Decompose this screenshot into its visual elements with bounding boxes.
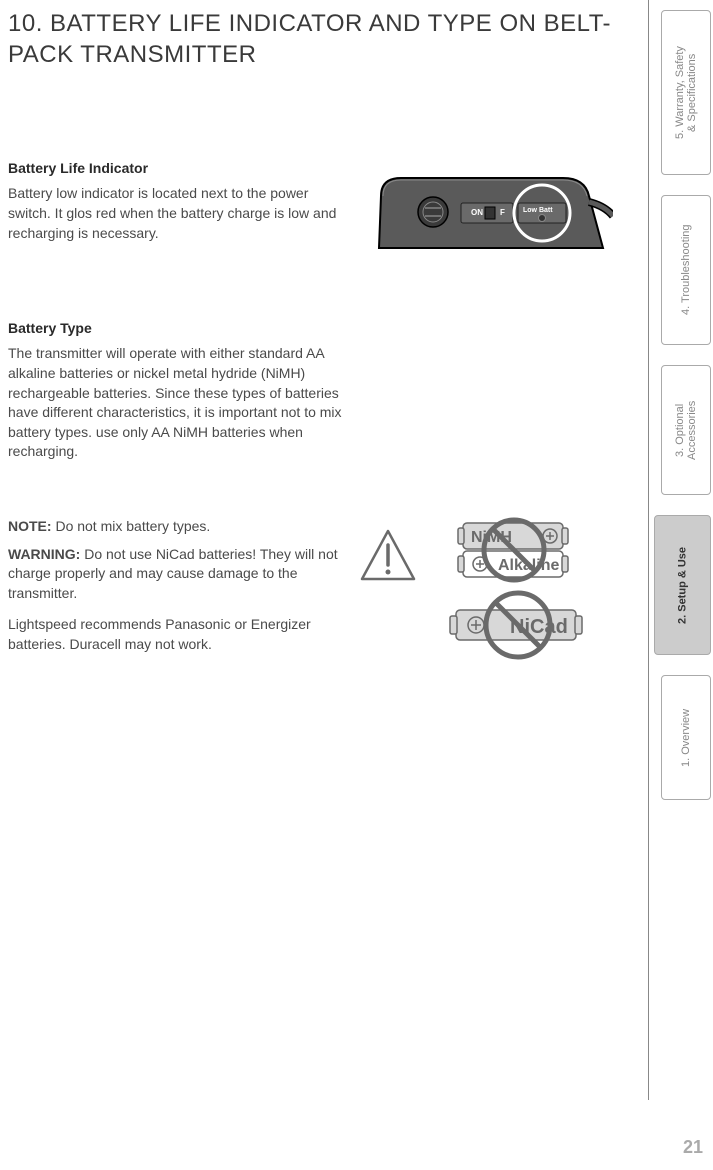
warning-label: WARNING:: [8, 546, 80, 562]
device-illustration: ON F Low Batt: [373, 160, 613, 270]
alkaline-battery: Alkaline: [458, 551, 568, 577]
tab-warranty[interactable]: 5. Warranty, Safety& Specifications: [661, 10, 711, 175]
battery-illustration: NiMH Alkaline: [358, 517, 593, 677]
heading-battery-type: Battery Type: [8, 320, 628, 336]
section-battery-type: Battery Type The transmitter will operat…: [8, 320, 628, 462]
lowbatt-label: Low Batt: [523, 207, 553, 214]
tab-accessories[interactable]: 3. OptionalAccessories: [661, 365, 711, 495]
side-tabs: 5. Warranty, Safety& Specifications 4. T…: [648, 0, 713, 1100]
tab-overview[interactable]: 1. Overview: [661, 675, 711, 800]
page-number: 21: [683, 1137, 703, 1158]
heading-battery-life: Battery Life Indicator: [8, 160, 343, 176]
text-battery-life: Battery low indicator is located next to…: [8, 184, 338, 243]
recommendation-text: Lightspeed recommends Panasonic or Energ…: [8, 615, 338, 654]
nimh-battery: NiMH: [458, 523, 568, 549]
on-label: ON: [471, 208, 483, 217]
note-text: Do not mix battery types.: [52, 518, 211, 534]
section-warnings: NOTE: Do not mix battery types. WARNING:…: [8, 517, 628, 677]
off-label: F: [500, 208, 505, 217]
page-title: 10. BATTERY LIFE INDICATOR AND TYPE ON B…: [8, 8, 628, 70]
section-battery-life: Battery Life Indicator Battery low indic…: [8, 160, 628, 270]
text-battery-type: The transmitter will operate with either…: [8, 344, 353, 462]
warning-para: WARNING: Do not use NiCad batteries! The…: [8, 545, 338, 604]
tab-setup-use[interactable]: 2. Setup & Use: [654, 515, 711, 655]
switch-slider: [485, 207, 495, 219]
tab-troubleshooting[interactable]: 4. Troubleshooting: [661, 195, 711, 345]
note-label: NOTE:: [8, 518, 52, 534]
warning-triangle-icon: [358, 527, 418, 587]
note-line: NOTE: Do not mix battery types.: [8, 517, 338, 537]
lowbatt-led: [539, 215, 546, 222]
